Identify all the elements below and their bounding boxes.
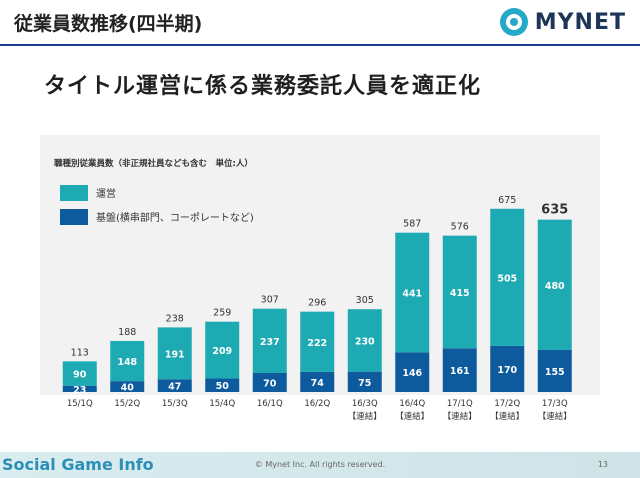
header-divider — [0, 44, 640, 46]
category-label-4: 16/1Q — [257, 399, 283, 409]
data-label-kiban-1: 40 — [121, 383, 135, 394]
chart-panel: 職種別従業員数（非正規社員なども含む 単位:人） 運営基盤(横串部門、コーポレート… — [40, 135, 600, 422]
bar-kiban-4 — [252, 373, 287, 392]
bar-kiban-1 — [110, 381, 145, 392]
total-label-2: 238 — [166, 313, 184, 324]
total-label-6: 305 — [356, 295, 374, 306]
data-label-kiban-4: 70 — [263, 379, 277, 390]
bar-kiban-7 — [395, 352, 430, 392]
bar-unei-7 — [395, 232, 430, 353]
data-label-unei-3: 209 — [212, 346, 232, 357]
legend-label-1: 運営 — [96, 187, 116, 200]
data-label-unei-5: 222 — [307, 338, 327, 349]
bar-kiban-2 — [157, 379, 192, 392]
category-note-6: 【連結】 — [348, 411, 382, 422]
data-label-unei-10: 480 — [545, 281, 565, 292]
legend-label-0: 基盤(横串部門、コーポレートなど) — [96, 211, 254, 224]
data-label-kiban-5: 74 — [311, 378, 325, 389]
total-label-0: 113 — [71, 347, 89, 358]
legend-swatch-0 — [60, 209, 88, 225]
bar-kiban-3 — [205, 378, 240, 392]
bar-unei-1 — [110, 340, 145, 382]
data-label-unei-6: 230 — [355, 336, 375, 347]
data-label-unei-4: 237 — [260, 337, 280, 348]
category-label-9: 17/2Q — [494, 399, 520, 409]
footer: Social Game Info © Mynet Inc. All rights… — [0, 452, 640, 478]
category-label-0: 15/1Q — [67, 399, 93, 409]
data-label-kiban-6: 75 — [358, 378, 371, 389]
bar-kiban-10 — [537, 349, 572, 392]
category-label-8: 17/1Q — [447, 399, 473, 409]
data-label-kiban-3: 50 — [216, 381, 230, 392]
bar-unei-0 — [62, 361, 97, 386]
category-note-10: 【連結】 — [538, 411, 572, 422]
category-note-8: 【連結】 — [443, 411, 477, 422]
data-label-unei-8: 415 — [450, 288, 470, 299]
data-label-kiban-8: 161 — [450, 366, 470, 377]
data-label-unei-0: 90 — [73, 370, 87, 381]
category-note-7: 【連結】 — [395, 411, 429, 422]
mynet-logo-icon — [499, 8, 528, 36]
category-note-9: 【連結】 — [490, 411, 524, 422]
legend-swatch-1 — [60, 185, 88, 201]
footer-brand: Social Game Info — [2, 455, 154, 474]
data-label-kiban-0: 23 — [73, 385, 86, 396]
bar-kiban-5 — [300, 371, 335, 392]
page-number: 13 — [597, 460, 608, 469]
category-label-3: 15/4Q — [209, 399, 235, 409]
category-label-5: 16/2Q — [304, 399, 330, 409]
total-label-8: 576 — [451, 222, 469, 233]
data-label-unei-2: 191 — [165, 349, 185, 360]
bar-unei-2 — [157, 327, 192, 380]
total-label-9: 675 — [498, 195, 516, 206]
copyright-text: © Mynet Inc. All rights reserved. — [254, 460, 386, 469]
total-label-7: 587 — [403, 219, 421, 230]
total-label-10: 635 — [541, 203, 568, 218]
category-label-10: 17/3Q — [542, 399, 568, 409]
total-label-1: 188 — [118, 327, 136, 338]
page-title: 従業員数推移(四半期) — [14, 13, 203, 35]
total-label-5: 296 — [308, 298, 326, 309]
bar-unei-3 — [205, 321, 240, 379]
data-label-kiban-10: 155 — [545, 367, 565, 378]
bar-unei-9 — [490, 208, 525, 346]
data-label-kiban-2: 47 — [168, 382, 181, 393]
data-label-kiban-9: 170 — [497, 365, 517, 376]
slide-heading: タイトル運営に係る業務委託人員を適正化 — [44, 74, 482, 99]
bar-kiban-6 — [347, 371, 382, 392]
bar-unei-5 — [300, 311, 335, 372]
bar-unei-8 — [442, 235, 477, 349]
bar-kiban-0 — [62, 385, 97, 392]
bar-kiban-8 — [442, 348, 477, 392]
bar-unei-6 — [347, 309, 382, 372]
category-label-2: 15/3Q — [162, 399, 188, 409]
company-logo: MYNET — [499, 5, 626, 39]
category-label-1: 15/2Q — [114, 399, 140, 409]
chart-title: 職種別従業員数（非正規社員なども含む 単位:人） — [54, 158, 253, 169]
data-label-unei-9: 505 — [497, 273, 517, 284]
category-label-6: 16/3Q — [352, 399, 378, 409]
data-label-unei-1: 148 — [117, 357, 137, 368]
total-label-3: 259 — [213, 308, 231, 319]
stacked-bar-chart: 職種別従業員数（非正規社員なども含む 単位:人） 運営基盤(横串部門、コーポレート… — [54, 158, 572, 422]
total-label-4: 307 — [261, 295, 279, 306]
slide-header: 従業員数推移(四半期) MYNET — [0, 0, 640, 44]
logo-text: MYNET — [534, 9, 626, 35]
data-label-kiban-7: 146 — [402, 368, 422, 379]
category-label-7: 16/4Q — [399, 399, 425, 409]
bar-kiban-9 — [490, 345, 525, 392]
data-label-unei-7: 441 — [402, 289, 422, 300]
bar-unei-4 — [252, 308, 287, 373]
bar-unei-10 — [537, 219, 572, 350]
